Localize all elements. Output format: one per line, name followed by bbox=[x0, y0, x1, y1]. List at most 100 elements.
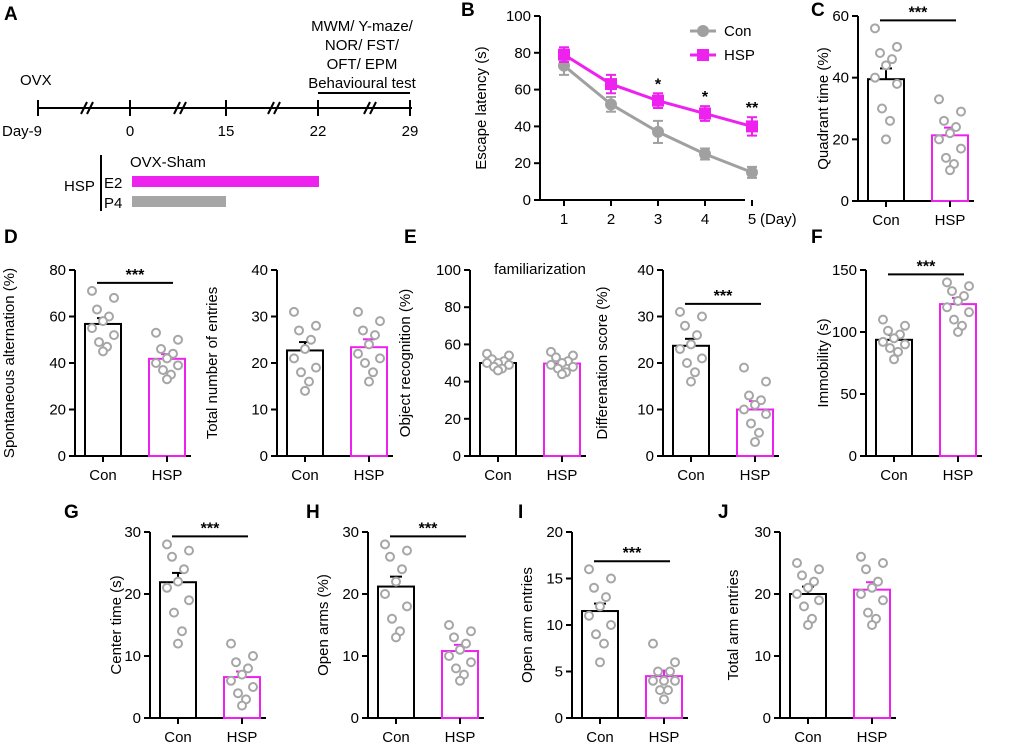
y-axis-label: Differenation score (%) bbox=[594, 286, 611, 439]
data-point bbox=[653, 666, 663, 677]
data-point bbox=[237, 700, 247, 711]
data-point bbox=[945, 165, 955, 176]
bar-hsp bbox=[853, 588, 891, 719]
data-point bbox=[397, 564, 407, 575]
y-tick-label: 0 bbox=[849, 448, 857, 465]
y-tick-label: 20 bbox=[637, 355, 654, 372]
y-axis-label: Total number of entries bbox=[204, 287, 221, 440]
data-point bbox=[867, 582, 877, 593]
bar-con bbox=[479, 362, 517, 457]
data-point bbox=[109, 330, 119, 341]
data-point bbox=[814, 564, 824, 575]
data-point bbox=[455, 675, 465, 686]
data-point bbox=[375, 316, 385, 327]
y-tick-label: 40 bbox=[444, 374, 461, 391]
data-point bbox=[889, 333, 899, 344]
data-point bbox=[744, 390, 754, 401]
data-point bbox=[809, 576, 819, 587]
data-point bbox=[739, 404, 749, 415]
data-point bbox=[606, 620, 616, 630]
data-point bbox=[466, 626, 476, 637]
y-tick-label: 40 bbox=[49, 355, 66, 372]
data-point bbox=[893, 346, 903, 357]
data-point bbox=[595, 601, 605, 612]
y-tick-label: 60 bbox=[444, 336, 461, 353]
y-tick-label: 100 bbox=[436, 262, 461, 279]
data-point bbox=[162, 374, 172, 385]
y-tick-label: 0 bbox=[841, 193, 849, 210]
sham-label: OVX-Sham bbox=[130, 154, 206, 171]
data-point bbox=[686, 339, 696, 350]
data-point bbox=[680, 320, 690, 331]
data-point bbox=[231, 657, 241, 668]
data-point bbox=[663, 685, 673, 696]
data-point bbox=[364, 339, 374, 350]
data-point bbox=[953, 327, 963, 337]
day-label-29: 29 bbox=[402, 123, 419, 140]
data-point bbox=[226, 638, 236, 649]
y-tick-label: 100 bbox=[832, 324, 857, 341]
y-tick-label: 10 bbox=[546, 617, 563, 634]
legend-marker-hsp bbox=[697, 49, 709, 61]
x-tick-label: 2 bbox=[607, 211, 615, 228]
data-point bbox=[692, 330, 702, 341]
x-tick-label: Con bbox=[382, 729, 410, 746]
data-point bbox=[956, 143, 966, 154]
x-tick-label: Con bbox=[484, 467, 512, 484]
bar-chart-j: 0 10 20 30 Total arm entries J Con HSP bbox=[718, 502, 896, 746]
data-point bbox=[761, 376, 771, 387]
data-point bbox=[557, 369, 567, 380]
legend-marker-con bbox=[697, 25, 709, 37]
x-tick-label: Con bbox=[880, 467, 908, 484]
data-point bbox=[697, 353, 707, 364]
data-point bbox=[870, 23, 880, 34]
data-point bbox=[675, 344, 685, 355]
e2-label: E2 bbox=[104, 175, 122, 192]
data-point bbox=[877, 103, 887, 114]
data-point bbox=[792, 558, 802, 568]
data-point bbox=[797, 570, 807, 581]
data-point bbox=[173, 638, 183, 649]
data-point bbox=[184, 545, 194, 556]
data-point bbox=[900, 339, 910, 350]
data-point bbox=[455, 644, 465, 655]
y-tick-label: 80 bbox=[49, 262, 66, 279]
y-tick-label: 80 bbox=[444, 299, 461, 316]
data-point bbox=[387, 613, 397, 624]
x-tick-label: Con bbox=[677, 467, 705, 484]
x-tick-label: HSP bbox=[740, 467, 771, 484]
data-point bbox=[402, 545, 412, 556]
x-tick-label: HSP bbox=[152, 467, 183, 484]
x-tick-label: 1 bbox=[560, 211, 568, 228]
data-point bbox=[659, 694, 669, 705]
y-tick-label: 100 bbox=[506, 8, 531, 25]
y-tick-label: 20 bbox=[251, 355, 268, 372]
data-point bbox=[941, 152, 951, 163]
data-point bbox=[670, 675, 680, 686]
data-point bbox=[878, 314, 888, 325]
bar-chart-f: 0 50 100 150 Immobility (s) F Con HSP *** bbox=[811, 227, 982, 484]
timeline-panel: A OVX MWM/ Y-maze/ NOR/ FST/ OFT/ EPM Be… bbox=[2, 4, 418, 212]
data-point bbox=[248, 682, 258, 692]
y-tick-label: 20 bbox=[546, 524, 563, 541]
data-point bbox=[746, 418, 756, 429]
data-point bbox=[584, 564, 594, 575]
data-point bbox=[887, 54, 897, 65]
data-point bbox=[156, 344, 166, 355]
data-point bbox=[867, 620, 877, 630]
data-point bbox=[595, 657, 605, 668]
data-point bbox=[402, 601, 412, 612]
day-label-minus9: Day-9 bbox=[2, 123, 42, 140]
legend-label-con: Con bbox=[724, 23, 752, 40]
data-point bbox=[451, 663, 461, 674]
data-point bbox=[870, 72, 880, 83]
data-point bbox=[296, 367, 306, 378]
legend-label-hsp: HSP bbox=[724, 47, 755, 64]
data-point bbox=[889, 354, 899, 365]
data-point bbox=[942, 277, 952, 288]
data-point bbox=[385, 551, 395, 562]
y-tick-label: 80 bbox=[514, 45, 531, 62]
data-point bbox=[493, 365, 503, 376]
bar-chart-d1: 0 20 40 60 80 Spontaneous alternation (%) D Con… bbox=[1, 227, 191, 484]
day-label-0: 0 bbox=[126, 123, 134, 140]
